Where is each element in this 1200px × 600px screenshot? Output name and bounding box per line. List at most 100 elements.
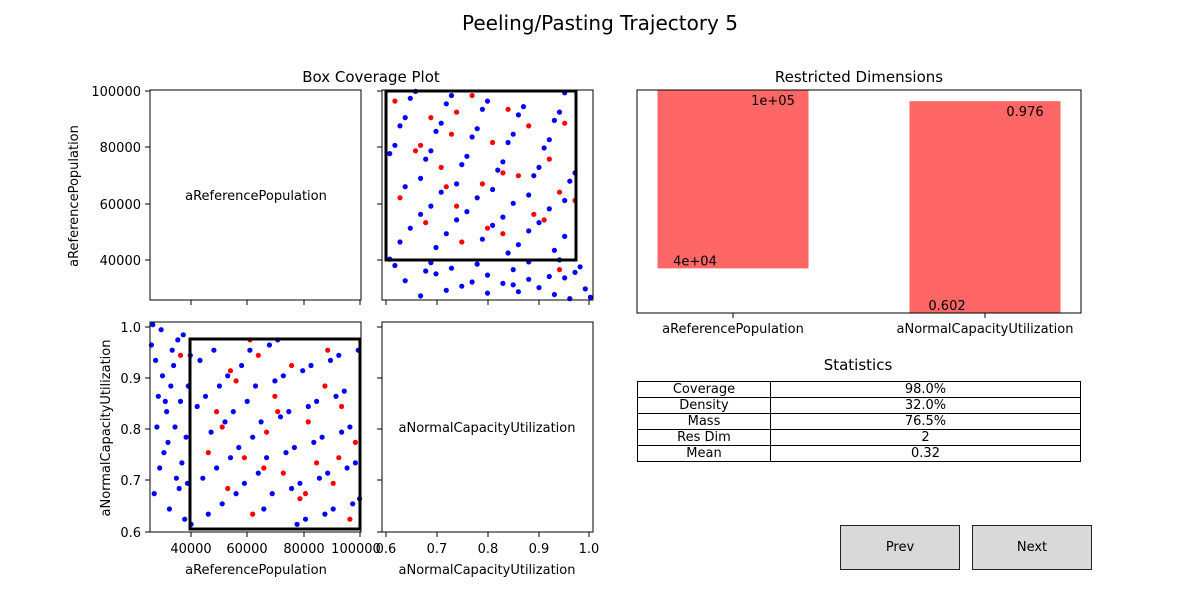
next-button[interactable]: Next [972,525,1092,570]
scatter-point [294,521,300,527]
scatter-point [250,511,256,517]
scatter-point [325,347,331,353]
x-axis-label-population: aReferencePopulation [185,563,327,578]
scatter-point [319,434,325,440]
bar-category-label: aNormalCapacityUtilization [897,322,1074,337]
y-axis-population: 100000 80000 60000 40000 aReferencePopul… [67,85,382,269]
scatter-point [205,450,211,456]
scatter-point [264,429,270,435]
scatter-point [490,222,496,228]
scatter-point [412,148,419,154]
scatter-point [151,491,157,497]
scatter-point [582,286,588,292]
scatter-point [227,455,234,461]
x-tick-label: 80000 [283,542,324,557]
scatter-point [454,181,460,187]
diag-label-utilization: aNormalCapacityUtilization [399,421,576,436]
scatter-point [418,293,424,299]
scatter-point [250,434,256,440]
scatter-point [347,516,353,522]
bar-high-label: 0.976 [1006,105,1043,120]
scatter-point [433,244,439,251]
x-tick-label: 100000 [331,542,381,557]
scatter-point [397,195,403,201]
stat-label: Density [637,397,771,414]
prev-button[interactable]: Prev [840,525,960,570]
scatter-point [484,272,491,278]
diag-panel-population: aReferencePopulation [149,89,362,301]
scatter-point [341,388,347,394]
scatter-point [157,465,163,471]
scatter-point [505,106,511,112]
scatter-point [339,403,345,410]
scatter-point [289,362,295,369]
scatter-point [219,501,225,507]
scatter-point [572,269,578,275]
scatter-point [255,470,261,476]
scatter-point [272,393,278,399]
scatter-point [387,151,393,157]
scatter-point [546,137,552,143]
scatter-point [428,203,434,209]
scatter-point [531,173,537,179]
scatter-point [241,480,247,486]
statistics-table: Coverage 98.0% Density 32.0% Mass 76.5% … [637,381,1081,462]
scatter-point [314,460,320,466]
box-outline-bottom-left [188,337,362,531]
x-tick-label: 0.7 [427,542,448,557]
scatter-point [202,393,209,399]
scatter-point [154,424,160,430]
scatter-point [556,267,563,273]
scatter-point [397,123,403,129]
scatter-point [438,164,444,170]
scatter-point [330,480,336,486]
scatter-point [510,282,516,288]
y-tick-label: 80000 [100,141,141,156]
scatter-point [428,148,434,154]
stat-label: Mass [637,413,771,430]
scatter-point [500,214,506,220]
x-axis-utilization: 0.6 0.7 0.8 0.9 1.0 aNormalCapacityUtili… [376,300,600,578]
scatter-point [515,112,522,118]
scatter-point [556,109,563,115]
scatter-point [438,120,444,126]
scatter-point [244,398,250,404]
scatter-point [454,109,460,115]
scatter-point [172,424,178,430]
scatter-point [500,280,506,286]
scatter-point [474,195,480,201]
scatter-point [536,220,542,226]
scatter-point [183,434,189,440]
scatter-point [322,511,328,517]
scatter-point [577,264,583,270]
scatter-point [333,393,339,399]
scatter-point [230,409,236,415]
y-axis-label-population: aReferencePopulation [67,125,82,267]
scatter-point [448,92,455,99]
scatter-point [316,475,322,481]
y-tick-label: 40000 [100,254,141,269]
scatter-point [428,115,434,121]
scatter-point [546,156,552,162]
scatter-point [347,424,353,430]
scatter-point [448,131,455,137]
scatter-point [541,145,547,151]
scatter-point [225,373,231,379]
table-row: Coverage 98.0% [637,381,1081,398]
scatter-point [227,368,234,374]
scatter-point [454,217,460,223]
x-tick-label: 1.0 [579,542,600,557]
scatter-point [392,98,398,104]
scatter-point [214,409,220,415]
scatter-point [305,403,311,410]
scatter-point [423,268,429,274]
scatter-point [222,419,228,425]
y-tick-label: 0.8 [120,423,141,438]
scatter-point [258,419,264,425]
scatter-point [169,347,175,353]
diag-panel-utilization: aNormalCapacityUtilization [381,321,594,533]
scatter-point [308,362,314,369]
stat-value: 32.0% [770,397,1081,414]
scatter-point [247,347,253,353]
